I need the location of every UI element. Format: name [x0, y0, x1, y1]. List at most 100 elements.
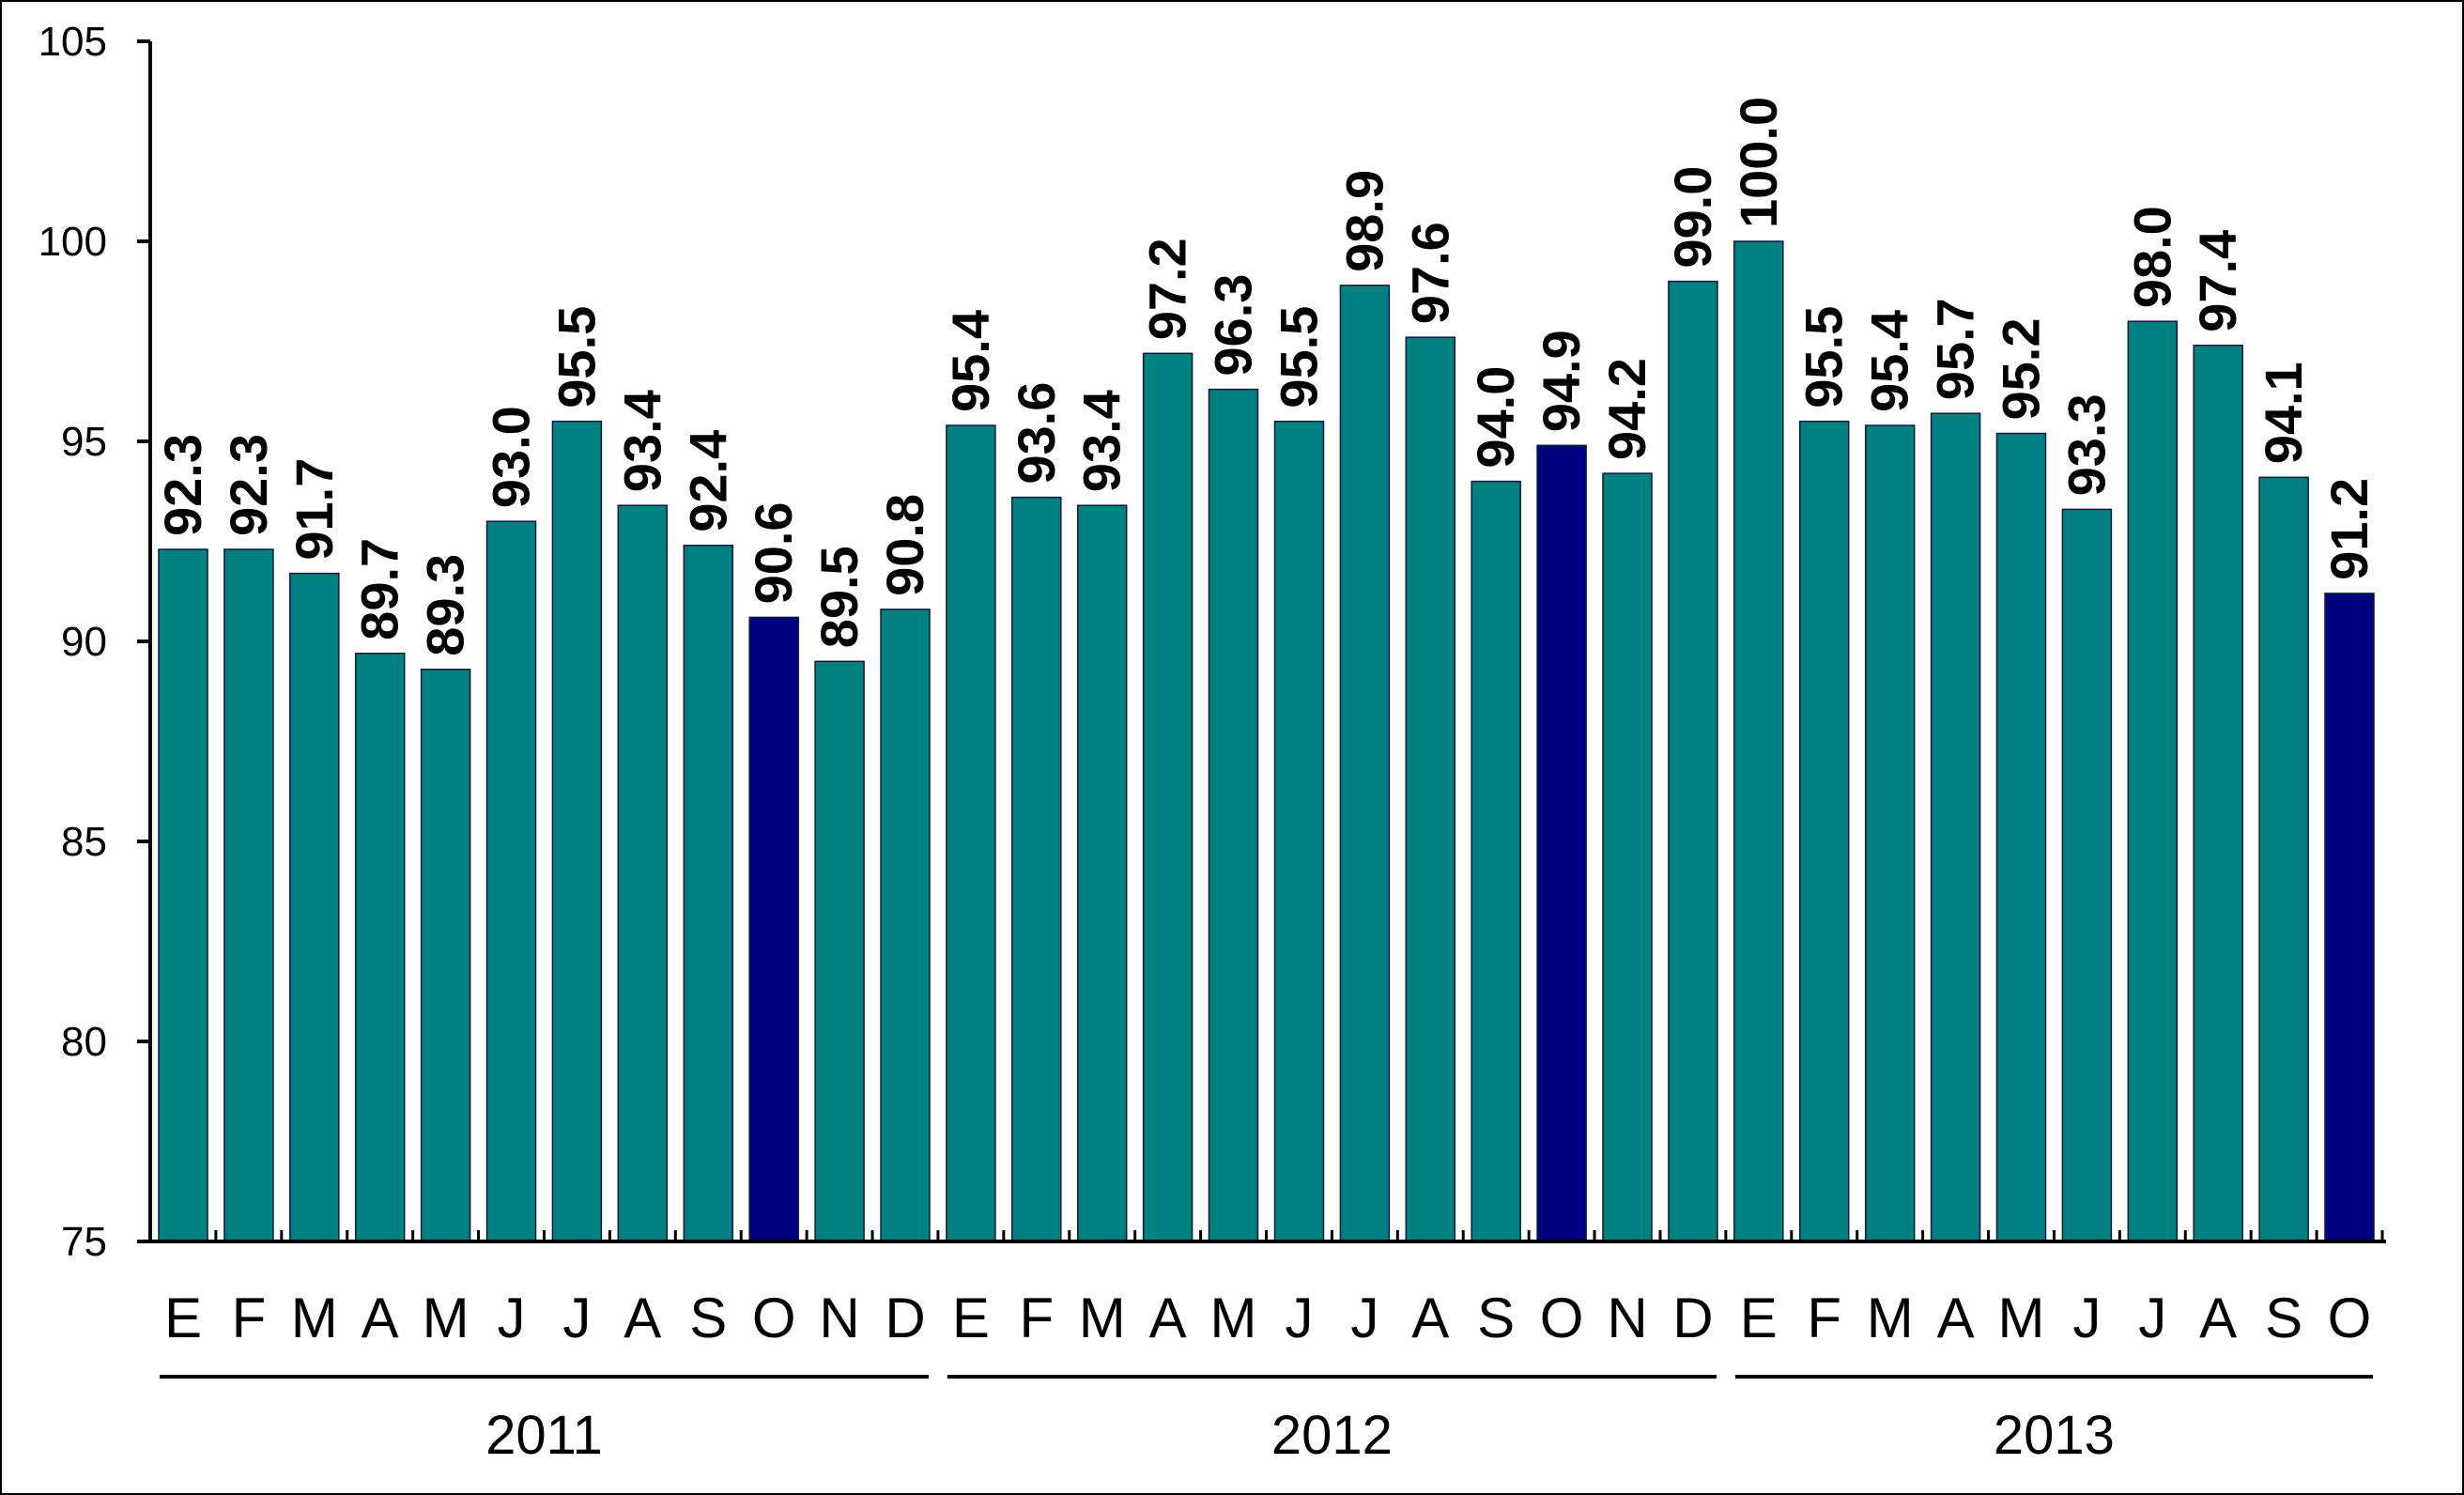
data-label-3: 89.7 [350, 538, 409, 640]
data-label-32: 94.1 [2254, 362, 2313, 464]
bar-2 [289, 572, 340, 1242]
data-label-13: 93.6 [1007, 382, 1066, 485]
category-label-31: A [2199, 1287, 2237, 1349]
bar-22 [1602, 472, 1653, 1242]
category-label-0: E [164, 1287, 202, 1349]
data-label-8: 92.4 [678, 430, 737, 532]
data-label-23: 99.0 [1663, 166, 1722, 269]
category-label-4: M [423, 1287, 470, 1349]
bar-13 [1011, 496, 1062, 1242]
category-label-18: J [1350, 1287, 1378, 1349]
bar-8 [683, 545, 734, 1242]
category-label-22: N [1607, 1287, 1647, 1349]
bar-7 [617, 504, 669, 1242]
data-label-24: 100.0 [1729, 97, 1788, 228]
y-tick-label-6: 105 [38, 19, 107, 65]
category-label-16: M [1210, 1287, 1257, 1349]
bar-30 [2127, 320, 2179, 1242]
bar-27 [1930, 412, 1981, 1242]
data-label-7: 93.4 [612, 390, 671, 492]
category-label-32: S [2265, 1287, 2302, 1349]
category-label-28: M [1998, 1287, 2045, 1349]
y-tick-label-0: 75 [61, 1219, 107, 1265]
bar-3 [354, 653, 406, 1242]
category-label-19: A [1411, 1287, 1449, 1349]
bar-6 [551, 420, 603, 1242]
bar-0 [158, 548, 208, 1242]
category-label-30: J [2138, 1287, 2166, 1349]
category-label-8: S [689, 1287, 727, 1349]
bar-26 [1864, 424, 1916, 1242]
bar-17 [1273, 420, 1325, 1242]
bar-21 [1536, 444, 1587, 1242]
bar-24 [1733, 240, 1784, 1242]
category-label-14: M [1079, 1287, 1126, 1349]
data-label-31: 97.4 [2188, 230, 2247, 332]
year-label-2: 2013 [1994, 1405, 2115, 1466]
y-tick-label-2: 85 [61, 819, 107, 865]
data-label-27: 95.7 [1926, 298, 1985, 400]
year-label-0: 2011 [485, 1405, 603, 1466]
data-label-30: 98.0 [2122, 206, 2181, 308]
bar-20 [1471, 480, 1521, 1242]
category-label-5: J [498, 1287, 526, 1349]
y-tick-label-3: 90 [61, 619, 107, 665]
axes-group: 75 80 85 90 95 100 105 [38, 19, 2386, 1265]
bar-29 [2061, 508, 2113, 1242]
data-label-16: 96.3 [1204, 274, 1263, 377]
bars-group [158, 240, 2375, 1242]
data-label-0: 92.3 [153, 434, 212, 536]
bar-16 [1208, 388, 1259, 1242]
data-label-11: 90.8 [875, 494, 934, 596]
data-label-9: 90.6 [744, 501, 803, 604]
data-label-22: 94.2 [1597, 358, 1656, 460]
year-groups: 2011 2012 2013 [160, 1375, 2373, 1466]
data-label-33: 91.2 [2319, 478, 2379, 580]
category-label-23: D [1672, 1287, 1713, 1349]
data-label-17: 95.5 [1270, 306, 1329, 408]
data-label-20: 94.0 [1466, 366, 1525, 469]
data-label-28: 95.2 [1992, 318, 2051, 421]
data-label-19: 97.6 [1400, 222, 1459, 324]
category-label-1: F [232, 1287, 267, 1349]
data-label-5: 93.0 [482, 406, 541, 508]
bar-18 [1339, 285, 1391, 1242]
category-label-9: O [752, 1287, 796, 1349]
data-label-4: 89.3 [416, 554, 475, 656]
y-tick-label-4: 95 [61, 419, 107, 465]
category-label-3: A [362, 1287, 399, 1349]
data-label-18: 98.9 [1334, 170, 1394, 272]
bar-9 [748, 616, 799, 1242]
category-label-17: J [1286, 1287, 1314, 1349]
year-label-1: 2012 [1271, 1405, 1393, 1466]
data-label-12: 95.4 [941, 310, 1000, 412]
category-label-2: M [291, 1287, 338, 1349]
bar-10 [814, 660, 865, 1242]
category-label-27: A [1937, 1287, 1975, 1349]
bar-11 [880, 609, 931, 1242]
data-label-14: 93.4 [1072, 390, 1132, 492]
data-label-21: 94.9 [1532, 330, 1591, 432]
category-label-20: S [1477, 1287, 1515, 1349]
bar-23 [1668, 280, 1718, 1242]
bar-25 [1798, 420, 1850, 1242]
category-label-26: M [1867, 1287, 1914, 1349]
category-label-29: J [2072, 1287, 2101, 1349]
category-label-21: O [1540, 1287, 1584, 1349]
bar-31 [2193, 345, 2243, 1242]
category-label-6: J [562, 1287, 591, 1349]
category-label-7: A [624, 1287, 661, 1349]
data-label-6: 95.5 [547, 306, 606, 408]
data-label-25: 95.5 [1794, 306, 1854, 408]
category-label-24: E [1740, 1287, 1778, 1349]
bar-15 [1142, 352, 1194, 1242]
category-label-33: O [2328, 1287, 2372, 1349]
category-label-13: F [1019, 1287, 1054, 1349]
bar-4 [420, 669, 471, 1242]
bar-5 [485, 520, 537, 1242]
category-label-12: E [952, 1287, 990, 1349]
y-tick-label-1: 80 [61, 1019, 107, 1065]
bar-14 [1076, 504, 1128, 1242]
